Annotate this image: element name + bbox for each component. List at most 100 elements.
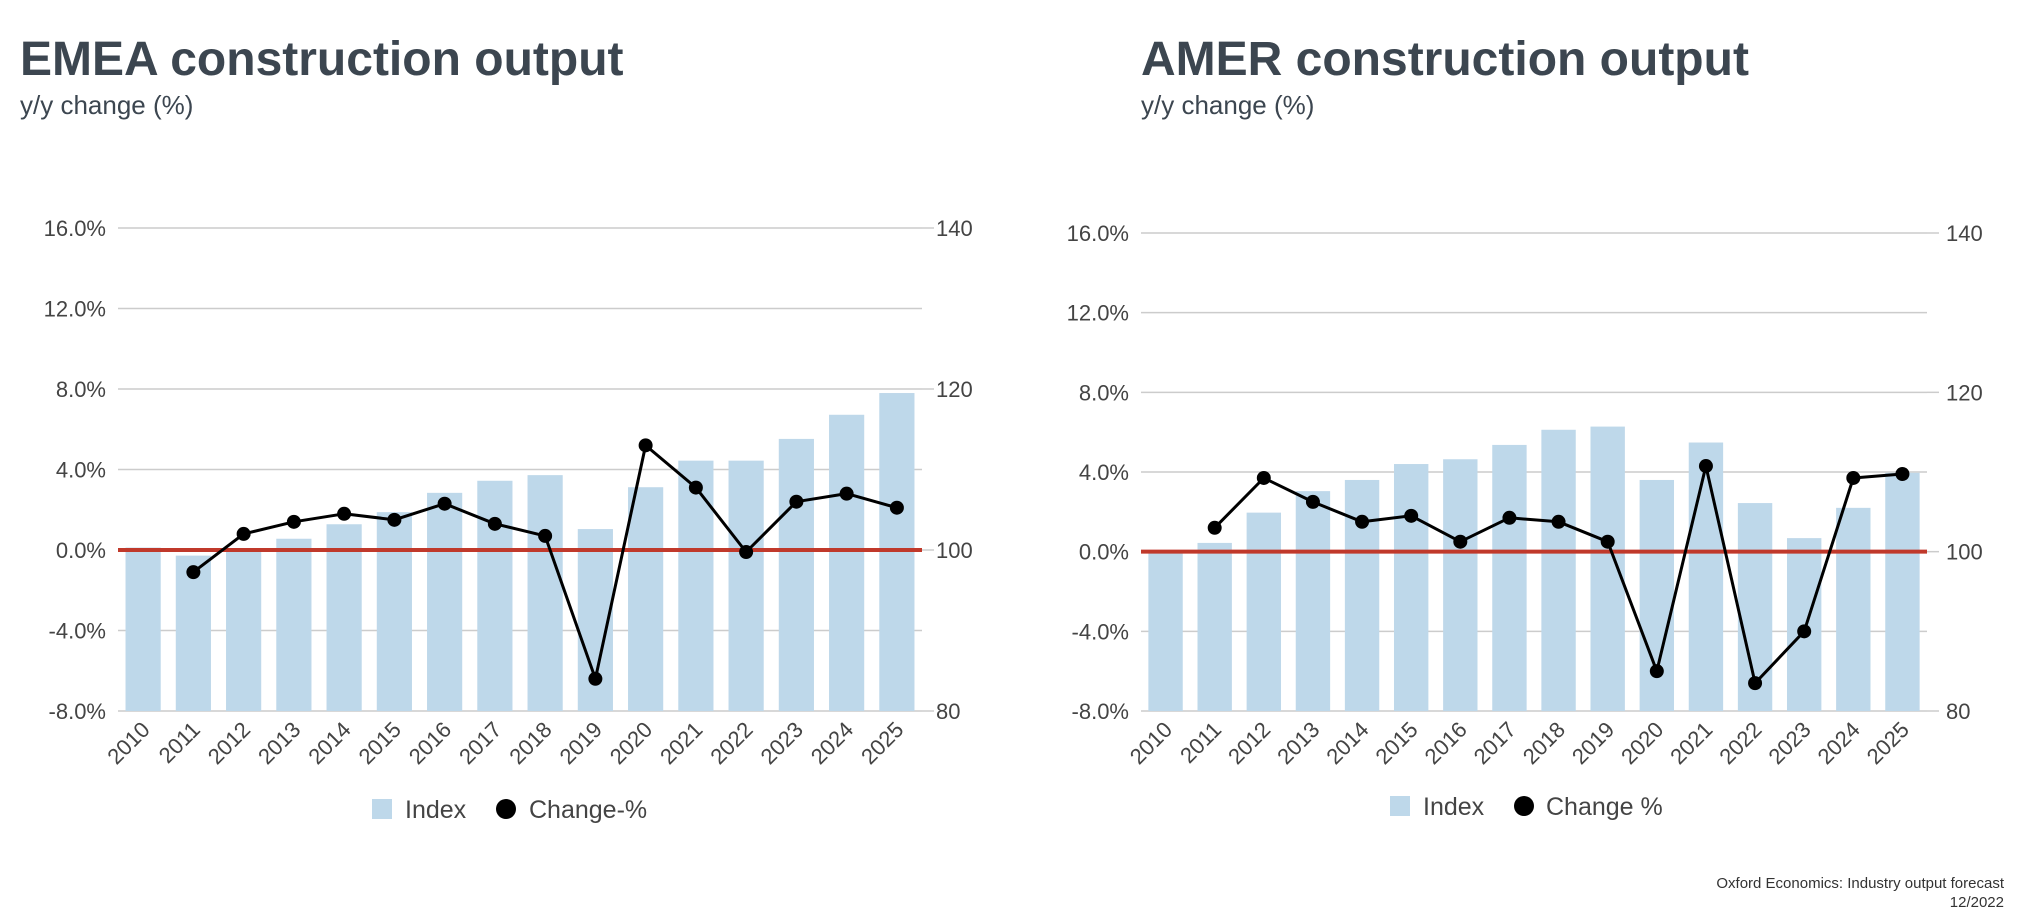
category-tick-label: 2013 xyxy=(253,717,305,769)
category-tick-label: 2019 xyxy=(1567,717,1619,769)
index-bar xyxy=(1443,459,1478,711)
index-bar xyxy=(1295,491,1331,711)
left-axis-tick-label: -4.0% xyxy=(49,619,106,644)
left-axis-tick-label: 0.0% xyxy=(56,538,106,563)
change-point xyxy=(387,512,402,527)
amer-chart-panel: AMER construction output y/y change (%) … xyxy=(1067,0,2018,912)
amer-chart-plot: 16.0% 12.0% 8.0% 4.0% 0.0% -4.0% -8.0% 140 120 10… xyxy=(1067,221,1983,821)
change-point xyxy=(1355,514,1370,529)
category-tick-label: 2019 xyxy=(555,717,607,769)
category-tick-label: 2016 xyxy=(1420,717,1472,769)
emea-chart-title: EMEA construction output xyxy=(20,33,624,86)
change-point xyxy=(487,516,502,531)
change-point xyxy=(337,506,352,521)
category-tick-label: 2010 xyxy=(1125,717,1177,769)
category-tick-label: 2022 xyxy=(705,717,757,769)
category-tick-label: 2012 xyxy=(203,717,255,769)
change-point xyxy=(1748,676,1763,691)
category-tick-label: 2017 xyxy=(1469,717,1521,769)
legend-change-swatch xyxy=(496,799,516,819)
change-point xyxy=(739,545,754,560)
left-axis-tick-label: 12.0% xyxy=(1067,301,1129,326)
category-tick-label: 2023 xyxy=(1763,717,1815,769)
index-bar xyxy=(1590,426,1625,711)
left-axis-tick-label: 16.0% xyxy=(1067,221,1129,246)
category-tick-label: 2022 xyxy=(1714,717,1766,769)
right-axis-tick-label: 140 xyxy=(936,216,973,241)
category-tick-label: 2024 xyxy=(806,717,858,769)
index-bar xyxy=(1492,444,1527,711)
change-point xyxy=(638,438,653,453)
index-bar xyxy=(778,438,814,711)
category-tick-label: 2025 xyxy=(1862,717,1914,769)
emea-chart-subtitle: y/y change (%) xyxy=(20,90,194,120)
amer-chart-title: AMER construction output xyxy=(1141,33,1749,86)
change-point xyxy=(1649,664,1664,679)
category-tick-label: 2015 xyxy=(354,717,406,769)
left-axis-tick-label: -4.0% xyxy=(1072,619,1129,644)
category-tick-label: 2020 xyxy=(1616,717,1668,769)
category-tick-label: 2018 xyxy=(1518,717,1570,769)
index-bar xyxy=(1836,507,1871,711)
index-bar xyxy=(1197,542,1232,711)
left-axis-tick-label: 16.0% xyxy=(44,216,106,241)
index-bar xyxy=(728,460,764,711)
right-axis-tick-label: 80 xyxy=(1946,699,1970,724)
change-point xyxy=(1207,520,1222,535)
right-axis-tick-label: 120 xyxy=(1946,380,1983,405)
right-axis-tick-label: 140 xyxy=(1946,221,1983,246)
category-tick-label: 2017 xyxy=(454,717,506,769)
right-axis-tick-label: 100 xyxy=(1946,540,1983,565)
index-bar xyxy=(125,547,161,711)
category-tick-label: 2021 xyxy=(655,717,707,769)
index-bar xyxy=(226,548,262,711)
index-bar xyxy=(678,460,714,711)
category-tick-label: 2020 xyxy=(605,717,657,769)
source-note-line2: 12/2022 xyxy=(1949,894,2004,911)
change-point xyxy=(1600,534,1615,549)
change-point xyxy=(1453,534,1468,549)
change-point xyxy=(688,480,703,495)
change-point xyxy=(186,565,201,580)
change-point xyxy=(538,528,553,543)
index-bar xyxy=(829,414,865,711)
category-tick-label: 2011 xyxy=(1175,717,1226,768)
change-point xyxy=(1846,470,1861,485)
index-bar xyxy=(1393,464,1429,711)
category-tick-label: 2014 xyxy=(1321,717,1373,769)
index-bar xyxy=(477,480,513,711)
category-tick-label: 2011 xyxy=(154,717,205,768)
amer-chart-subtitle: y/y change (%) xyxy=(1141,90,1315,120)
right-axis-tick-label: 120 xyxy=(936,377,973,402)
category-tick-label: 2010 xyxy=(102,717,154,769)
right-axis-tick-label: 100 xyxy=(936,538,973,563)
category-tick-label: 2014 xyxy=(303,717,355,769)
index-bar xyxy=(1148,551,1183,711)
left-axis-tick-label: -8.0% xyxy=(1072,699,1129,724)
left-axis-tick-label: 12.0% xyxy=(44,297,106,322)
legend-change-swatch xyxy=(1514,796,1534,816)
change-point xyxy=(1895,466,1910,481)
index-bar xyxy=(527,475,563,711)
index-bar xyxy=(1246,512,1282,711)
legend-index-swatch xyxy=(1390,796,1410,816)
source-note: Oxford Economics: Industry output foreca… xyxy=(1716,874,2004,912)
category-tick-label: 2013 xyxy=(1272,717,1324,769)
category-tick-label: 2021 xyxy=(1665,717,1717,769)
change-point xyxy=(1404,508,1419,523)
change-point xyxy=(588,671,603,686)
change-point xyxy=(839,486,854,501)
right-axis-tick-label: 80 xyxy=(936,699,960,724)
left-axis-tick-label: -8.0% xyxy=(49,699,106,724)
index-bar xyxy=(1344,479,1380,711)
index-bar xyxy=(326,524,362,711)
change-point xyxy=(789,494,804,509)
change-point xyxy=(1502,510,1517,525)
change-point xyxy=(889,500,904,515)
left-axis-tick-label: 4.0% xyxy=(1079,460,1129,485)
index-bar xyxy=(376,512,412,711)
index-bar xyxy=(628,487,664,711)
index-bar xyxy=(879,393,915,711)
index-bar xyxy=(427,492,463,711)
category-tick-label: 2025 xyxy=(856,717,908,769)
